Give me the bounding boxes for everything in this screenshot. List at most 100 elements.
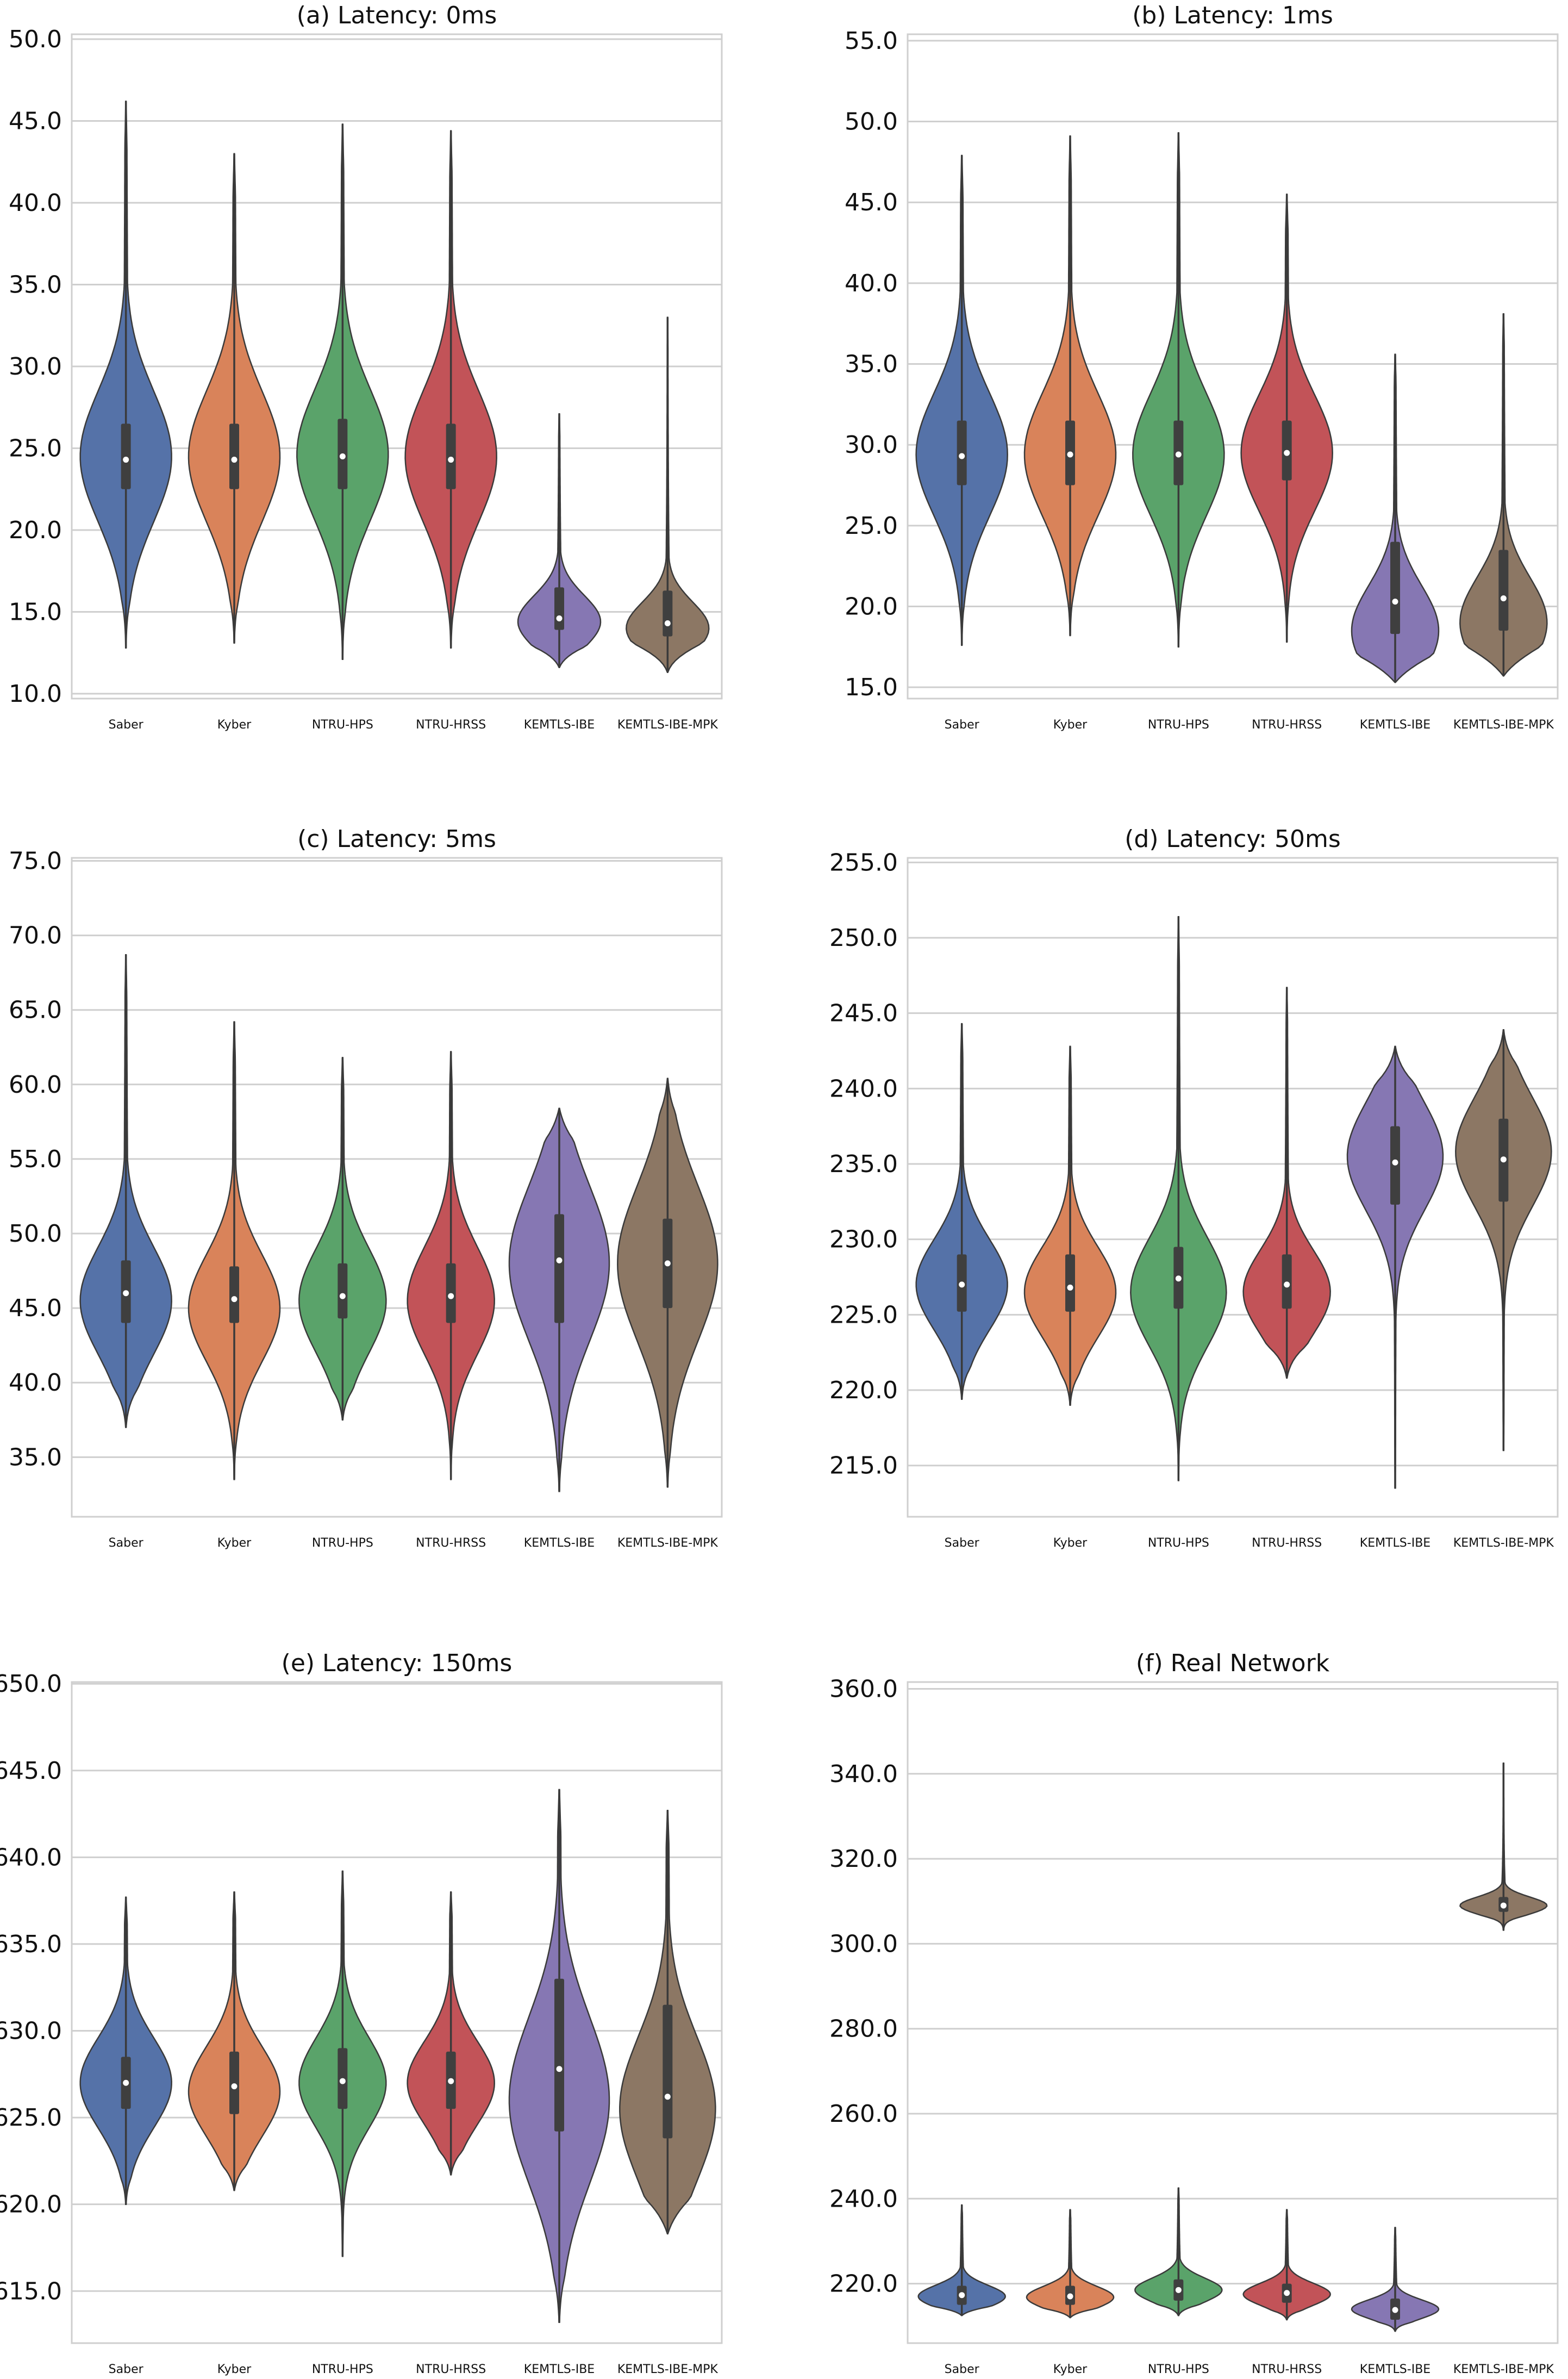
plot-frame <box>907 857 1559 1518</box>
x-tick-label: Saber <box>109 2363 144 2376</box>
median-marker <box>1500 1156 1507 1163</box>
y-tick-label: 45.0 <box>845 189 898 216</box>
plot-frame <box>71 857 723 1518</box>
chart-panel-5: 615.0 620.0 625.0 630.0 635.0 640.0 645.0 650.0… <box>0 1649 723 2376</box>
median-marker <box>339 1293 346 1299</box>
x-tick-label: KEMTLS-IBE <box>524 2363 595 2376</box>
y-tick-label: 55.0 <box>9 1145 62 1173</box>
median-marker <box>556 1257 563 1263</box>
median-marker <box>556 2066 563 2072</box>
x-tick-label: Saber <box>945 1536 980 1550</box>
y-tick-label: 250.0 <box>829 924 898 952</box>
y-tick-label: 40.0 <box>845 270 898 297</box>
median-marker <box>339 2078 346 2084</box>
y-tick-label: 625.0 <box>0 2104 62 2132</box>
x-tick-label: NTRU-HRSS <box>416 718 486 732</box>
x-tick-label: Kyber <box>1053 2363 1088 2376</box>
x-tick-label: KEMTLS-IBE <box>1360 718 1430 732</box>
x-tick-label: Saber <box>945 2363 980 2376</box>
y-tick-label: 35.0 <box>9 271 62 299</box>
iqr-box <box>229 2051 239 2114</box>
x-tick-label: KEMTLS-IBE-MPK <box>617 2363 719 2376</box>
x-tick-label: NTRU-HRSS <box>416 1536 486 1550</box>
y-tick-label: 220.0 <box>829 2270 898 2298</box>
iqr-box <box>957 420 967 485</box>
chart-panel-4: 215.0 220.0 225.0 230.0 235.0 240.0 245.0 250.0… <box>829 825 1559 1550</box>
x-tick-label: KEMTLS-IBE-MPK <box>617 718 719 732</box>
median-marker <box>1067 2293 1073 2300</box>
x-tick-label: NTRU-HRSS <box>1252 718 1322 732</box>
plot-frame <box>71 1681 723 2344</box>
chart-title: (f) Real Network <box>1136 1649 1330 1677</box>
iqr-box <box>554 1214 564 1323</box>
chart-title: (e) Latency: 150ms <box>282 1649 513 1677</box>
plot-frame <box>71 33 723 700</box>
iqr-box <box>229 424 239 489</box>
x-tick-label: Kyber <box>1053 1536 1088 1550</box>
plot-frame <box>907 33 1559 700</box>
median-marker <box>1500 1902 1507 1909</box>
y-tick-label: 630.0 <box>0 2017 62 2045</box>
y-tick-label: 10.0 <box>9 680 62 708</box>
median-marker <box>231 457 238 463</box>
median-marker <box>959 1281 965 1288</box>
x-tick-label: Kyber <box>217 1536 252 1550</box>
median-marker <box>664 1260 671 1267</box>
x-tick-label: KEMTLS-IBE <box>1360 1536 1430 1550</box>
x-tick-label: Saber <box>109 1536 144 1550</box>
iqr-box <box>229 1266 239 1323</box>
y-tick-label: 640.0 <box>0 1844 62 1871</box>
median-marker <box>664 2094 671 2100</box>
x-tick-label: KEMTLS-IBE-MPK <box>1453 2363 1554 2376</box>
y-tick-label: 225.0 <box>829 1301 898 1329</box>
chart-panel-6: 220.0 240.0 260.0 280.0 300.0 320.0 340.0 360.0… <box>829 1649 1559 2376</box>
y-tick-label: 30.0 <box>845 431 898 459</box>
y-tick-label: 60.0 <box>9 1071 62 1099</box>
iqr-box <box>1390 1126 1400 1205</box>
iqr-box <box>554 587 564 630</box>
y-tick-label: 340.0 <box>829 1760 898 1788</box>
median-marker <box>448 1293 454 1299</box>
median-marker <box>231 1296 238 1303</box>
y-tick-label: 35.0 <box>9 1443 62 1471</box>
median-marker <box>231 2083 238 2090</box>
iqr-box <box>338 1263 348 1319</box>
x-tick-label: Saber <box>945 718 980 732</box>
y-tick-label: 220.0 <box>829 1377 898 1404</box>
chart-panel-3: 35.0 40.0 45.0 50.0 55.0 60.0 65.0 70.0 75.0 (c) … <box>9 825 723 1550</box>
y-tick-label: 40.0 <box>9 1369 62 1397</box>
x-tick-label: NTRU-HPS <box>1148 718 1209 732</box>
median-marker <box>1392 2307 1398 2313</box>
median-marker <box>1392 599 1398 605</box>
y-tick-label: 45.0 <box>9 1294 62 1322</box>
y-tick-label: 620.0 <box>0 2191 62 2219</box>
iqr-box <box>121 424 131 489</box>
chart-title: (d) Latency: 50ms <box>1125 825 1341 853</box>
x-tick-label: NTRU-HPS <box>1148 1536 1209 1550</box>
iqr-box <box>446 424 456 489</box>
x-tick-label: Kyber <box>1053 718 1088 732</box>
x-tick-label: NTRU-HRSS <box>1252 1536 1322 1550</box>
x-tick-label: NTRU-HPS <box>1148 2363 1209 2376</box>
y-tick-label: 15.0 <box>9 598 62 626</box>
x-tick-label: Kyber <box>217 2363 252 2376</box>
chart-title: (a) Latency: 0ms <box>297 2 497 29</box>
median-marker <box>448 2078 454 2084</box>
x-tick-label: KEMTLS-IBE-MPK <box>1453 1536 1554 1550</box>
iqr-box <box>1282 1254 1292 1309</box>
y-tick-label: 255.0 <box>829 849 898 876</box>
x-tick-label: Saber <box>109 718 144 732</box>
y-tick-label: 650.0 <box>0 1670 62 1698</box>
x-tick-label: KEMTLS-IBE <box>524 1536 595 1550</box>
x-tick-label: KEMTLS-IBE-MPK <box>617 1536 719 1550</box>
x-tick-label: NTRU-HRSS <box>416 2363 486 2376</box>
median-marker <box>1284 2290 1290 2296</box>
y-tick-label: 280.0 <box>829 2015 898 2043</box>
y-tick-label: 70.0 <box>9 922 62 950</box>
iqr-box <box>663 2004 673 2139</box>
y-tick-label: 50.0 <box>9 26 62 53</box>
y-tick-label: 635.0 <box>0 1930 62 1958</box>
y-tick-label: 230.0 <box>829 1226 898 1254</box>
y-tick-label: 245.0 <box>829 1000 898 1027</box>
y-tick-label: 55.0 <box>845 27 898 55</box>
